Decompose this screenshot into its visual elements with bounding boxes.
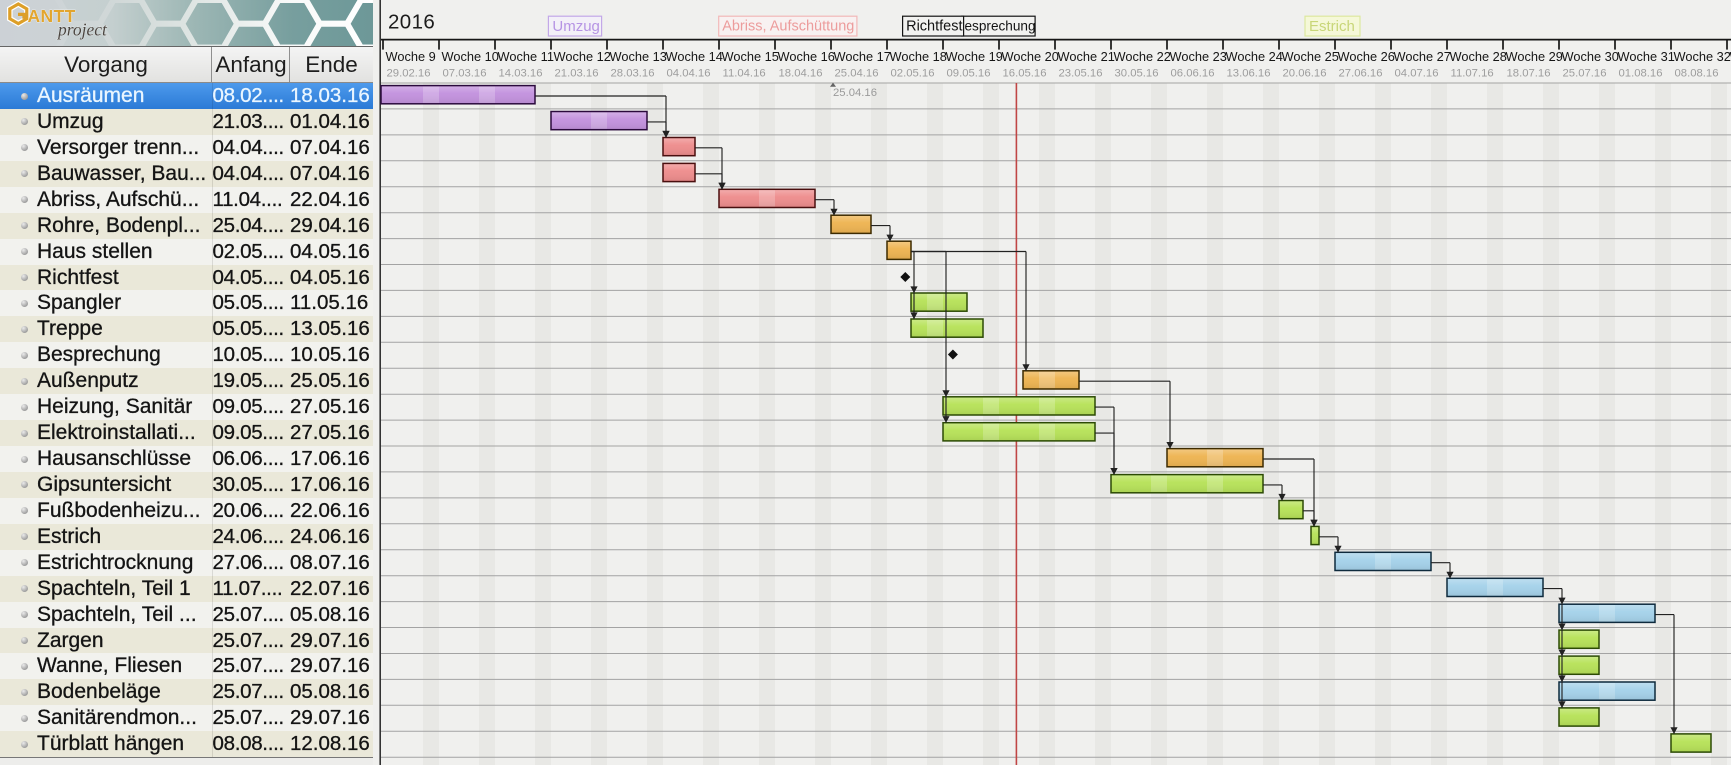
svg-text:Abriss, Aufschüttung: Abriss, Aufschüttung <box>722 19 854 35</box>
svg-text:Woche 29: Woche 29 <box>1506 49 1563 64</box>
svg-text:11.07.16: 11.07.16 <box>1451 68 1494 80</box>
svg-text:27.06.16: 27.06.16 <box>1339 68 1383 80</box>
svg-text:Umzug: Umzug <box>552 18 600 35</box>
svg-text:23.05.16: 23.05.16 <box>1059 68 1103 80</box>
svg-text:Woche 17: Woche 17 <box>834 49 891 64</box>
svg-text:Woche 25: Woche 25 <box>1282 49 1339 64</box>
svg-text:18.04.16: 18.04.16 <box>779 68 823 80</box>
svg-text:16.05.16: 16.05.16 <box>1003 68 1047 80</box>
svg-text:25.07.16: 25.07.16 <box>1563 68 1607 80</box>
svg-text:21.03.16: 21.03.16 <box>555 68 599 80</box>
svg-text:Woche 9: Woche 9 <box>386 49 436 64</box>
svg-text:Richtfest: Richtfest <box>906 19 962 35</box>
svg-text:13.06.16: 13.06.16 <box>1227 68 1271 80</box>
svg-text:18.07.16: 18.07.16 <box>1507 68 1551 80</box>
svg-text:project: project <box>56 20 108 40</box>
svg-text:Woche 19: Woche 19 <box>946 49 1003 64</box>
svg-text:Woche 28: Woche 28 <box>1450 49 1507 64</box>
svg-text:09.05.16: 09.05.16 <box>947 68 991 80</box>
svg-text:14.03.16: 14.03.16 <box>499 68 543 80</box>
svg-text:Woche 23: Woche 23 <box>1170 49 1227 64</box>
svg-text:Woche 22: Woche 22 <box>1114 49 1171 64</box>
svg-text:Estrich: Estrich <box>1309 18 1355 35</box>
svg-text:Woche 15: Woche 15 <box>722 49 779 64</box>
svg-text:01.08.16: 01.08.16 <box>1619 68 1663 80</box>
svg-text:02.05.16: 02.05.16 <box>891 68 935 80</box>
svg-text:06.06.16: 06.06.16 <box>1171 68 1215 80</box>
svg-text:30.05.16: 30.05.16 <box>1115 68 1159 80</box>
svg-text:Woche 26: Woche 26 <box>1338 49 1395 64</box>
svg-text:04.04.16: 04.04.16 <box>667 68 711 80</box>
svg-text:Woche 31: Woche 31 <box>1618 49 1675 64</box>
svg-text:Woche 11: Woche 11 <box>498 49 554 64</box>
svg-text:Woche 21: Woche 21 <box>1058 49 1115 64</box>
svg-text:Woche 18: Woche 18 <box>890 49 947 64</box>
svg-text:2016: 2016 <box>388 11 435 34</box>
svg-text:esprechung: esprechung <box>965 18 1036 33</box>
svg-text:11.04.16: 11.04.16 <box>723 68 766 80</box>
svg-text:Woche 30: Woche 30 <box>1562 49 1619 64</box>
svg-text:Woche 14: Woche 14 <box>666 49 723 64</box>
svg-text:20.06.16: 20.06.16 <box>1283 68 1327 80</box>
svg-text:ANTT: ANTT <box>28 6 76 26</box>
svg-text:25.04.16: 25.04.16 <box>835 68 879 80</box>
svg-text:Woche 10: Woche 10 <box>442 49 499 64</box>
svg-text:04.07.16: 04.07.16 <box>1395 68 1439 80</box>
svg-text:Woche 16: Woche 16 <box>778 49 835 64</box>
svg-text:07.03.16: 07.03.16 <box>443 68 487 80</box>
svg-text:Woche 12: Woche 12 <box>554 49 611 64</box>
svg-text:Woche 32: Woche 32 <box>1674 49 1731 64</box>
svg-text:29.02.16: 29.02.16 <box>387 68 431 80</box>
svg-text:Woche 27: Woche 27 <box>1394 49 1451 64</box>
svg-text:25.04.16: 25.04.16 <box>833 87 877 99</box>
svg-text:08.08.16: 08.08.16 <box>1675 68 1719 80</box>
svg-text:28.03.16: 28.03.16 <box>611 68 655 80</box>
svg-text:Woche 20: Woche 20 <box>1002 49 1059 64</box>
svg-text:Woche 33: Woche 33 <box>1730 49 1731 64</box>
svg-text:Woche 24: Woche 24 <box>1226 49 1283 64</box>
svg-text:Woche 13: Woche 13 <box>610 49 667 64</box>
